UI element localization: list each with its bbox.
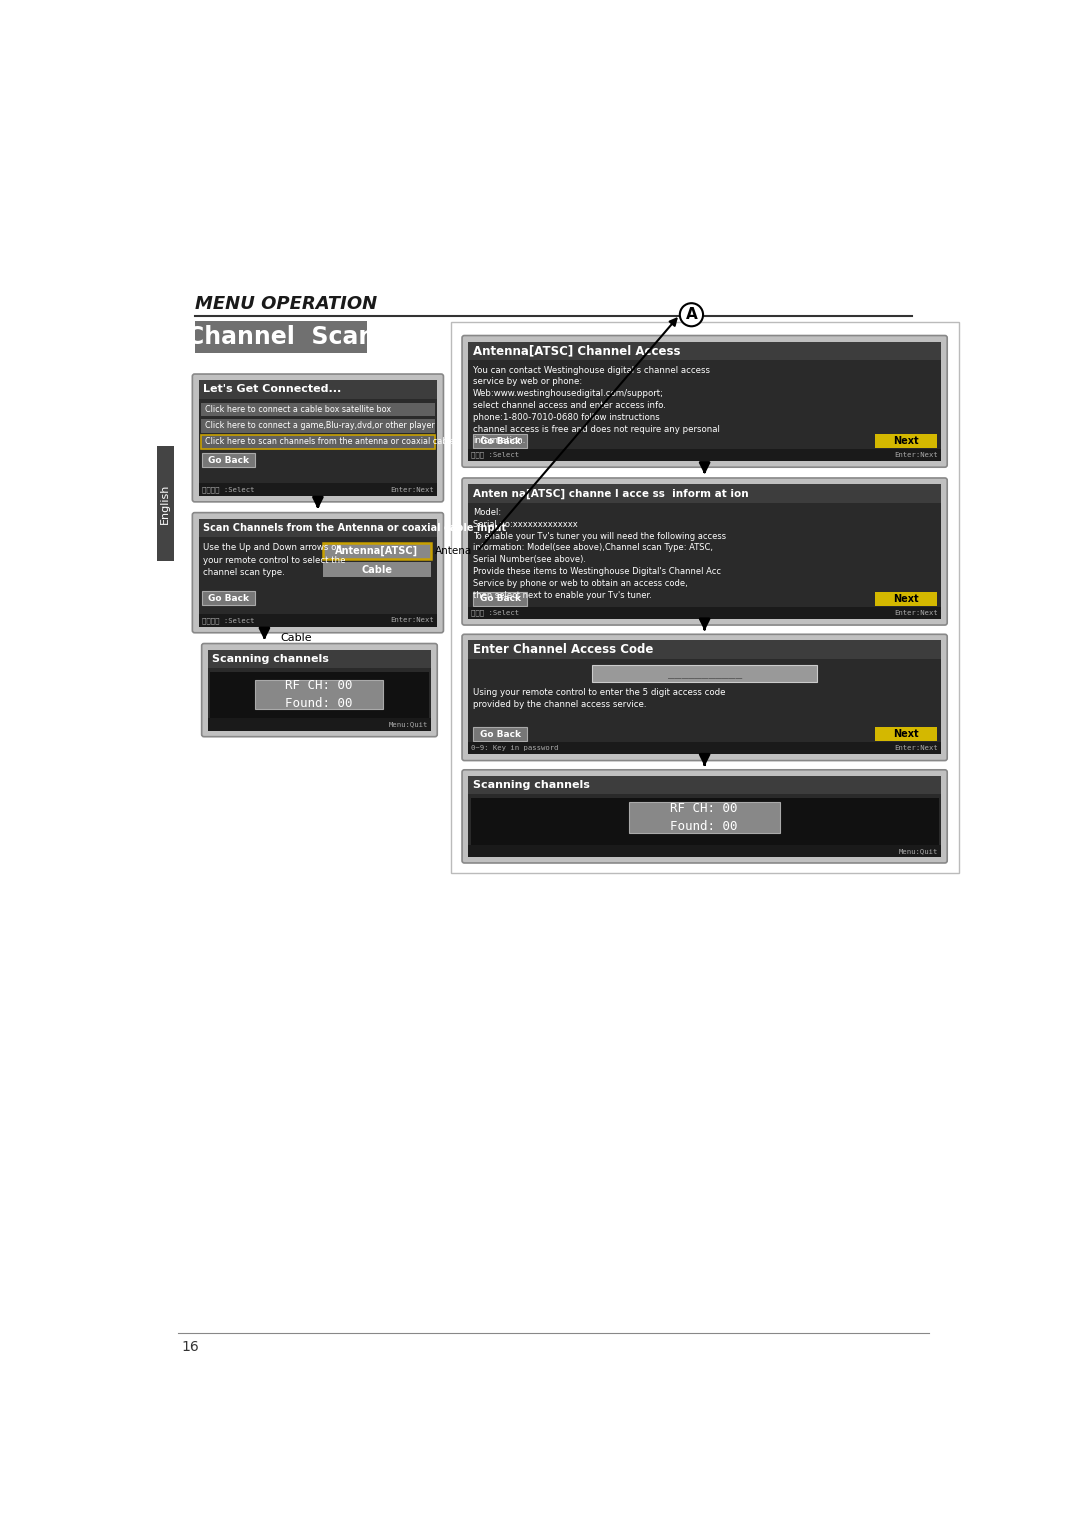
- FancyBboxPatch shape: [469, 844, 941, 856]
- Text: Go Back: Go Back: [208, 457, 249, 464]
- FancyBboxPatch shape: [199, 519, 437, 538]
- Text: MENU OPERATION: MENU OPERATION: [194, 296, 377, 314]
- Text: ⓘⓘⓘⓘ :Select: ⓘⓘⓘⓘ :Select: [202, 617, 254, 624]
- Text: Cable: Cable: [362, 565, 392, 574]
- FancyBboxPatch shape: [202, 453, 255, 467]
- FancyBboxPatch shape: [469, 777, 941, 856]
- Text: Let's Get Connected...: Let's Get Connected...: [203, 385, 341, 394]
- Text: Enter:Next: Enter:Next: [390, 617, 434, 624]
- FancyBboxPatch shape: [199, 380, 437, 398]
- Text: English: English: [160, 483, 171, 524]
- Text: ___________: ___________: [667, 668, 742, 679]
- FancyBboxPatch shape: [199, 614, 437, 627]
- Text: Click here to connect a game,Blu-ray,dvd,or other player: Click here to connect a game,Blu-ray,dvd…: [205, 421, 434, 430]
- FancyBboxPatch shape: [469, 607, 941, 619]
- Text: Go Back: Go Back: [480, 729, 521, 738]
- FancyBboxPatch shape: [469, 741, 941, 754]
- FancyBboxPatch shape: [199, 380, 437, 496]
- Text: Anten na[ATSC] channe l acce ss  inform at ion: Anten na[ATSC] channe l acce ss inform a…: [473, 489, 748, 498]
- FancyBboxPatch shape: [207, 650, 431, 731]
- FancyBboxPatch shape: [157, 446, 174, 561]
- Text: Click here to connect a cable box satellite box: Click here to connect a cable box satell…: [205, 404, 391, 414]
- FancyBboxPatch shape: [201, 435, 435, 449]
- FancyBboxPatch shape: [469, 484, 941, 619]
- Text: Enter:Next: Enter:Next: [390, 487, 434, 492]
- Text: Scanning channels: Scanning channels: [213, 654, 329, 663]
- FancyBboxPatch shape: [469, 342, 941, 360]
- FancyBboxPatch shape: [199, 519, 437, 627]
- Text: Antenna[ATSC] Channel Access: Antenna[ATSC] Channel Access: [473, 345, 680, 357]
- FancyBboxPatch shape: [875, 728, 937, 741]
- Text: Click here to scan channels from the antenna or coaxial cable: Click here to scan channels from the ant…: [205, 437, 455, 446]
- FancyBboxPatch shape: [875, 434, 937, 447]
- FancyBboxPatch shape: [202, 643, 437, 737]
- FancyBboxPatch shape: [323, 544, 431, 559]
- Text: 0~9: Key in password: 0~9: Key in password: [471, 745, 558, 751]
- FancyBboxPatch shape: [629, 803, 780, 833]
- FancyBboxPatch shape: [192, 374, 444, 502]
- FancyBboxPatch shape: [194, 320, 367, 354]
- FancyBboxPatch shape: [592, 665, 816, 682]
- Text: ⓘⓘⓘⓘ :Select: ⓘⓘⓘⓘ :Select: [202, 486, 254, 493]
- Text: RF CH: 00
Found: 00: RF CH: 00 Found: 00: [285, 679, 353, 709]
- Text: Antenna[ATSC]: Antenna[ATSC]: [335, 545, 418, 556]
- FancyBboxPatch shape: [323, 562, 431, 578]
- Text: Cable: Cable: [280, 633, 311, 643]
- Text: ⓘⓘⓘ :Select: ⓘⓘⓘ :Select: [471, 610, 519, 616]
- FancyBboxPatch shape: [471, 798, 939, 849]
- FancyBboxPatch shape: [462, 336, 947, 467]
- Text: Go Back: Go Back: [208, 593, 249, 602]
- FancyBboxPatch shape: [255, 680, 383, 709]
- Text: Use the Up and Down arrows on
your remote control to select the
channel scan typ: Use the Up and Down arrows on your remot…: [203, 544, 346, 576]
- FancyBboxPatch shape: [462, 634, 947, 760]
- FancyBboxPatch shape: [207, 650, 431, 668]
- Text: Enter:Next: Enter:Next: [894, 745, 937, 751]
- FancyBboxPatch shape: [211, 673, 429, 720]
- Text: ⓘⓘⓘ :Select: ⓘⓘⓘ :Select: [471, 452, 519, 458]
- Text: Menu:Quit: Menu:Quit: [389, 722, 428, 728]
- Text: You can contact Westinghouse digital's channel access
service by web or phone:
W: You can contact Westinghouse digital's c…: [473, 366, 719, 446]
- FancyBboxPatch shape: [469, 449, 941, 461]
- FancyBboxPatch shape: [469, 640, 941, 754]
- Text: Model:
Serial no:xxxxxxxxxxxxx
To enable your Tv's tuner you will need the follo: Model: Serial no:xxxxxxxxxxxxx To enable…: [473, 509, 726, 599]
- Text: Enter:Next: Enter:Next: [894, 452, 937, 458]
- FancyBboxPatch shape: [473, 434, 527, 447]
- FancyBboxPatch shape: [469, 777, 941, 795]
- FancyBboxPatch shape: [875, 591, 937, 605]
- Text: Next: Next: [893, 594, 919, 604]
- Text: Menu:Quit: Menu:Quit: [899, 847, 937, 853]
- Text: Enter Channel Access Code: Enter Channel Access Code: [473, 643, 653, 656]
- Circle shape: [679, 303, 703, 326]
- FancyBboxPatch shape: [469, 342, 941, 461]
- Text: Antena: Antena: [435, 545, 472, 556]
- FancyBboxPatch shape: [469, 640, 941, 659]
- FancyBboxPatch shape: [473, 728, 527, 741]
- FancyBboxPatch shape: [201, 418, 435, 432]
- FancyBboxPatch shape: [462, 769, 947, 863]
- Text: Channel  Scan: Channel Scan: [187, 325, 375, 349]
- FancyBboxPatch shape: [473, 591, 527, 605]
- Text: A: A: [686, 308, 698, 322]
- Text: Go Back: Go Back: [480, 437, 521, 446]
- Text: Enter:Next: Enter:Next: [894, 610, 937, 616]
- Text: Scanning channels: Scanning channels: [473, 780, 590, 791]
- FancyBboxPatch shape: [207, 719, 431, 731]
- FancyBboxPatch shape: [462, 478, 947, 625]
- Text: Scan Channels from the Antenna or coaxial cable input: Scan Channels from the Antenna or coaxia…: [203, 522, 507, 533]
- Text: RF CH: 00
Found: 00: RF CH: 00 Found: 00: [671, 803, 738, 833]
- Text: Next: Next: [893, 437, 919, 446]
- FancyBboxPatch shape: [469, 484, 941, 502]
- Text: Go Back: Go Back: [480, 594, 521, 604]
- FancyBboxPatch shape: [192, 513, 444, 633]
- Text: 16: 16: [181, 1339, 199, 1354]
- Text: Using your remote control to enter the 5 digit access code
provided by the chann: Using your remote control to enter the 5…: [473, 688, 726, 709]
- FancyBboxPatch shape: [199, 484, 437, 496]
- FancyBboxPatch shape: [201, 403, 435, 417]
- FancyBboxPatch shape: [202, 591, 255, 605]
- Text: Next: Next: [893, 729, 919, 740]
